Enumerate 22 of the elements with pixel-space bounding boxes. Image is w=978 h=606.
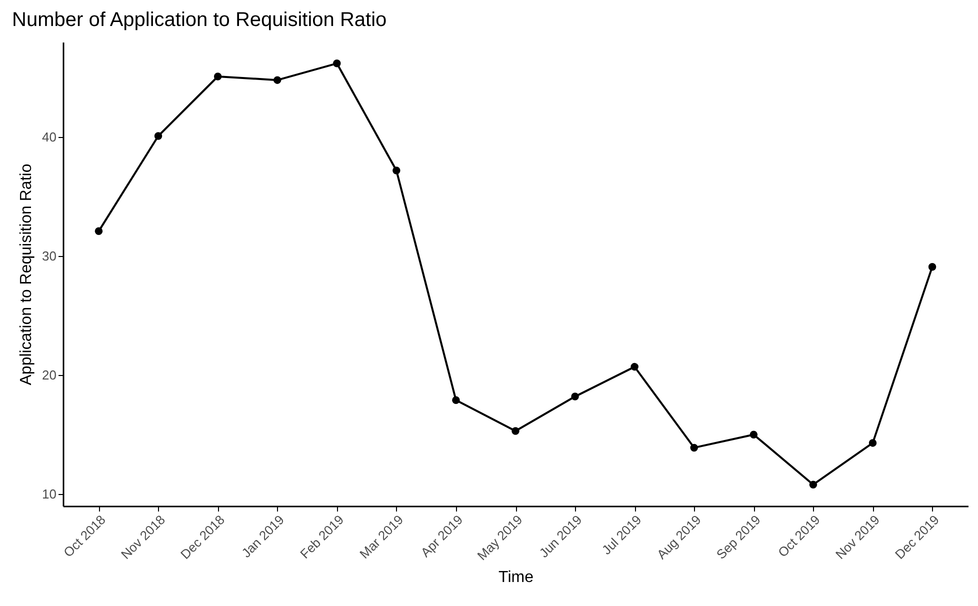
chart-title: Number of Application to Requisition Ratio	[12, 9, 387, 31]
point	[868, 439, 877, 447]
x-axis-title: Time	[498, 569, 534, 586]
point	[571, 392, 579, 400]
y-tick-label: 20	[42, 368, 56, 383]
y-tick-label: 40	[42, 130, 56, 145]
y-tick-label: 10	[42, 486, 56, 502]
point	[333, 60, 341, 68]
point	[750, 430, 758, 438]
point	[273, 76, 282, 84]
point	[452, 396, 460, 404]
point	[630, 362, 638, 371]
point	[214, 72, 222, 80]
point	[690, 444, 698, 452]
y-axis-title: Application to Requisition Ratio	[18, 164, 36, 386]
point	[512, 427, 520, 435]
point	[154, 132, 162, 140]
point	[809, 480, 818, 488]
point	[94, 227, 103, 236]
y-tick-label: 30	[42, 248, 56, 264]
point	[928, 262, 936, 271]
point	[392, 166, 400, 174]
